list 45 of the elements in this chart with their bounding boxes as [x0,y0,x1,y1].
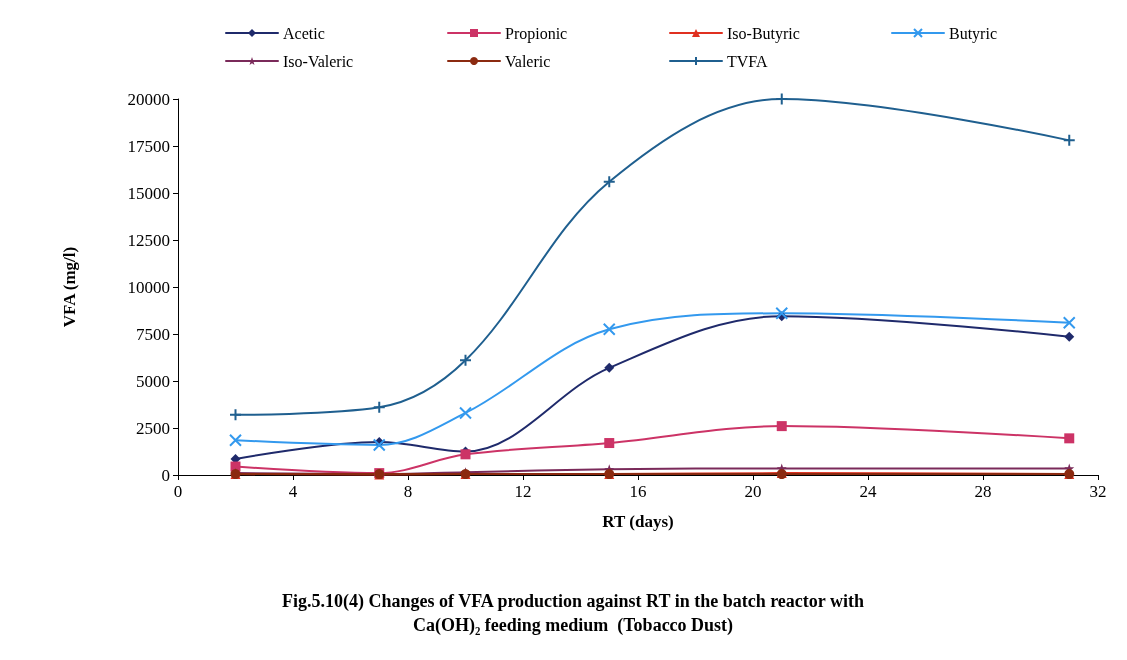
y-tick-label: 0 [161,465,170,485]
point [372,438,386,452]
point [776,421,787,432]
legend-label: Iso-Butyric [727,24,800,43]
point [372,400,386,414]
point [1062,133,1076,147]
x-tick-label: 32 [1089,482,1107,501]
x-tick-label: 12 [514,482,532,501]
point [604,438,615,449]
y-tick-label: 12500 [127,230,170,250]
point [459,353,472,367]
legend-label: Acetic [283,24,325,42]
point [459,406,472,420]
point [604,362,615,373]
x-tick-label: 20 [744,482,762,501]
x-tick-label: 4 [288,482,298,501]
point [775,92,789,106]
point [1064,331,1075,342]
y-tick-label: 15000 [127,183,170,203]
x-tick-label: 28 [974,482,992,501]
y-tick-label: 7500 [136,324,170,344]
legend-label: Iso-Valeric [283,52,354,70]
y-tick-label: 10000 [127,277,170,297]
legend-label: Propionic [505,24,568,43]
y-tick-label: 17500 [127,136,170,156]
x-tick-label: 8 [403,482,413,501]
point [229,433,242,447]
y-tick-label: 20000 [127,89,170,109]
y-tick-label: 5000 [136,371,170,391]
y-axis-title: VFA (mg/l) [60,246,79,328]
y-tick-label: 2500 [136,418,170,438]
point [1062,316,1076,330]
point [229,408,242,422]
point [775,306,789,320]
text: Fig.5.10(4) Changes of VFA production against RT in the batch reactor with Ca(OH)₂ feeding medium (Tobacco Dust) [282,591,864,636]
legend-label: Butyric [949,24,997,43]
x-tick-label: 16 [629,482,647,501]
x-tick-label: 0 [173,482,183,501]
x-axis-title: RT (days) [602,512,674,531]
legend-label: Valeric [505,52,551,70]
x-tick-label: 24 [859,482,877,501]
point [1064,433,1075,444]
point [602,322,616,336]
point [602,175,616,189]
legend-label: TVFA [727,52,769,70]
